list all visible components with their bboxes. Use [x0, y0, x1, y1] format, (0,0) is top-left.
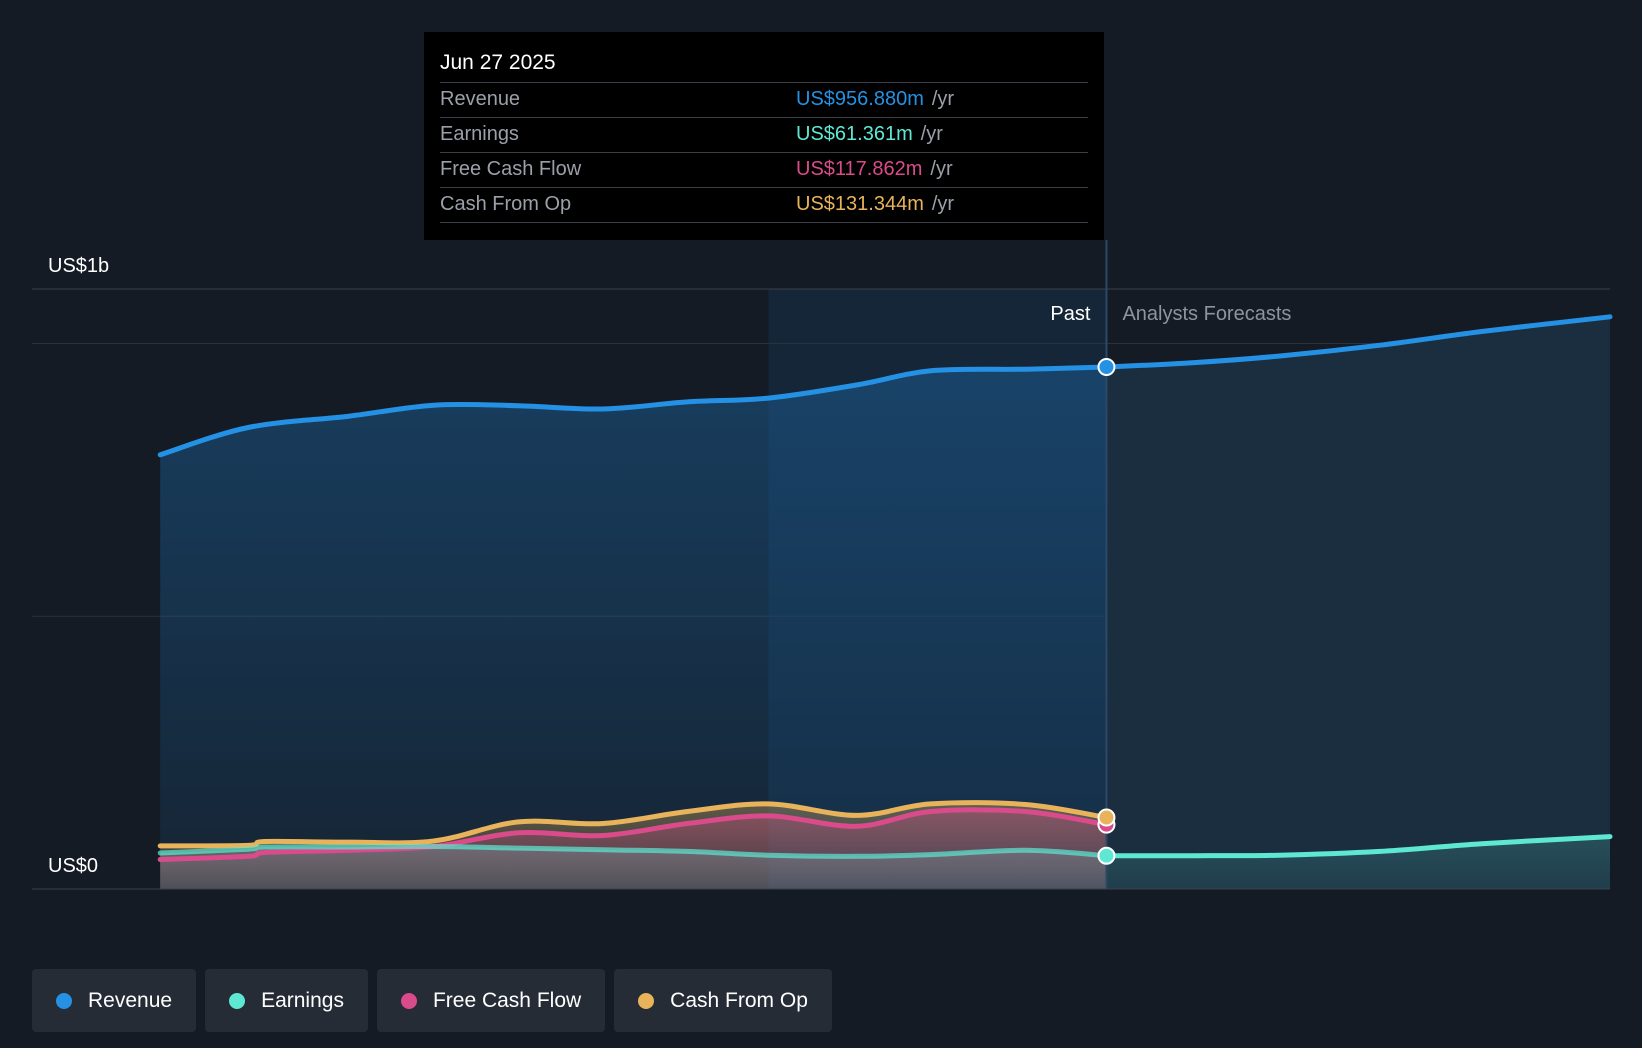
- legend-item-earnings[interactable]: Earnings: [205, 969, 368, 1032]
- tooltip-unit: /yr: [931, 193, 955, 215]
- tooltip-label: Earnings: [440, 123, 519, 145]
- tooltip-label: Free Cash Flow: [440, 158, 582, 180]
- legend-dot-icon: [400, 992, 417, 1009]
- tooltip-row-free-cash-flow: Free Cash Flow US$117.862m /yr: [440, 153, 1088, 188]
- tooltip-value: US$117.862m: [796, 158, 923, 180]
- tooltip-row-earnings: Earnings US$61.361m /yr: [440, 118, 1088, 153]
- free-cash-flow-line: [157, 807, 1109, 862]
- earnings-forecast-area: [1106, 836, 1610, 889]
- tooltip-value: US$131.344m: [796, 193, 924, 215]
- tooltip-unit: /yr: [930, 158, 953, 180]
- earnings-point: [1097, 846, 1116, 865]
- legend: Revenue Earnings Free Cash Flow Cash Fro…: [32, 969, 832, 1032]
- legend-item-free-cash-flow[interactable]: Free Cash Flow: [376, 969, 606, 1032]
- legend-label: Free Cash Flow: [432, 988, 582, 1012]
- revenue-line: [157, 364, 1109, 458]
- earnings-forecast-line: [1104, 834, 1613, 859]
- y-axis-bottom-label: US$0: [48, 855, 98, 877]
- forecast-label: Analysts Forecasts: [1122, 303, 1291, 325]
- tooltip-value: US$956.880m: [796, 88, 924, 110]
- legend-label: Revenue: [88, 988, 173, 1012]
- y-axis-top-label: US$1b: [48, 255, 109, 277]
- revenue-forecast-area: [1106, 316, 1610, 889]
- chart-canvas: US$1b US$0 Past Analysts Forecasts 20232…: [32, 240, 1613, 890]
- tooltip-unit: /yr: [931, 88, 955, 110]
- hover-tooltip: Jun 27 2025 Revenue US$956.880m /yr Earn…: [424, 32, 1104, 240]
- tooltip-date: Jun 27 2025: [440, 48, 1088, 83]
- earnings-line: [157, 843, 1109, 859]
- tooltip-value: US$61.361m: [796, 123, 913, 145]
- cash-from-op-line: [157, 800, 1109, 849]
- cash-from-op-point: [1097, 808, 1116, 827]
- legend-dot-icon: [56, 992, 72, 1009]
- legend-label: Earnings: [261, 988, 344, 1012]
- tooltip-label: Revenue: [440, 88, 521, 110]
- legend-dot-icon: [638, 992, 655, 1009]
- revenue-forecast-line: [1104, 314, 1613, 370]
- tooltip-unit: /yr: [920, 123, 943, 145]
- past-label: Past: [1050, 303, 1090, 325]
- tooltip-label: Cash From Op: [440, 193, 572, 215]
- legend-item-cash-from-op[interactable]: Cash From Op: [614, 969, 832, 1032]
- legend-label: Cash From Op: [670, 988, 808, 1012]
- tooltip-row-revenue: Revenue US$956.880m /yr: [440, 83, 1088, 118]
- revenue-point: [1097, 358, 1116, 376]
- legend-dot-icon: [229, 992, 246, 1009]
- revenue-area: [160, 367, 1107, 889]
- tooltip-row-cash-from-op: Cash From Op US$131.344m /yr: [440, 188, 1088, 223]
- legend-item-revenue[interactable]: Revenue: [32, 969, 197, 1032]
